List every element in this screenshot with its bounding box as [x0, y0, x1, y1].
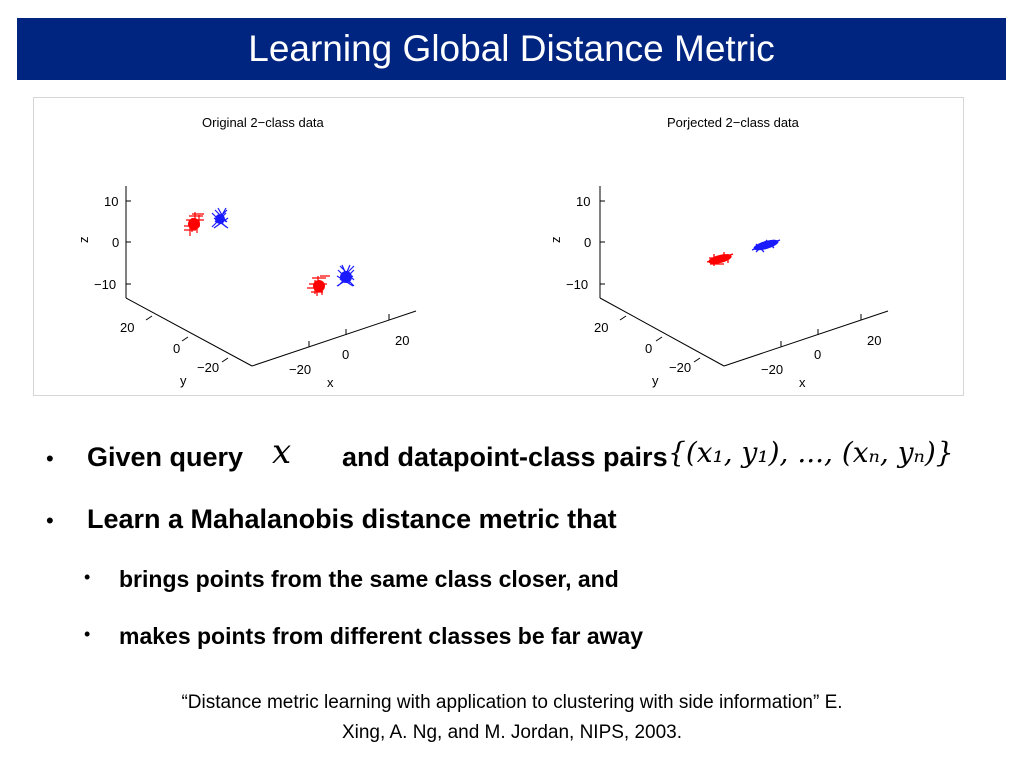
- figure-svg: Original 2−class data 10 0 −10 z 20 0 −2…: [76, 115, 889, 390]
- y-tick: 0: [173, 341, 180, 356]
- z-label: z: [548, 237, 563, 244]
- y-label: y: [652, 373, 659, 388]
- x-tick: 0: [814, 347, 821, 362]
- query-variable: x: [272, 432, 292, 472]
- y-tick: −20: [197, 360, 219, 375]
- cluster-red-bottom: [307, 275, 330, 296]
- bullet-marker: •: [46, 446, 54, 471]
- bullet-given-query: Given query: [87, 442, 244, 472]
- y-tick: 0: [645, 341, 652, 356]
- y-axis: [125, 297, 253, 367]
- z-tick: 10: [104, 194, 118, 209]
- z-tick: 0: [112, 235, 119, 250]
- slide-title: Learning Global Distance Metric: [17, 18, 1006, 80]
- z-tick: −10: [94, 277, 116, 292]
- slide-title-text: Learning Global Distance Metric: [248, 28, 775, 69]
- z-tick: −10: [566, 277, 588, 292]
- citation-line: Xing, A. Ng, and M. Jordan, NIPS, 2003.: [341, 722, 683, 743]
- x-tick: −20: [289, 362, 311, 377]
- z-label: z: [76, 237, 91, 244]
- bullet-marker: •: [46, 508, 54, 533]
- bullet-learn-metric: Learn a Mahalanobis distance metric that: [87, 504, 617, 534]
- x-tick: 20: [395, 333, 409, 348]
- cluster-blue-top: [211, 207, 229, 229]
- scatter-figure: Original 2−class data 10 0 −10 z 20 0 −2…: [33, 97, 964, 396]
- x-tick: 0: [342, 347, 349, 362]
- cluster-red-top: [184, 212, 204, 236]
- y-tick: 20: [120, 320, 134, 335]
- y-tick: −20: [669, 360, 691, 375]
- sub-bullet-far: makes points from different classes be f…: [119, 623, 644, 649]
- x-tick: 20: [867, 333, 881, 348]
- plot-original: Original 2−class data 10 0 −10 z 20 0 −2…: [76, 115, 417, 390]
- y-label: y: [180, 373, 187, 388]
- y-axis: [599, 297, 725, 367]
- pairs-formula: {(x₁, y₁), ..., (xₙ, yₙ)}: [668, 436, 954, 469]
- x-label: x: [799, 375, 806, 390]
- x-label: x: [327, 375, 334, 390]
- z-tick: 0: [584, 235, 591, 250]
- citation-line: “Distance metric learning with applicati…: [181, 692, 843, 713]
- z-tick: 10: [576, 194, 590, 209]
- plot-projected: Porjected 2−class data 10 0 −10 z 20 0 −…: [548, 115, 889, 390]
- cluster-blue-projected: [751, 239, 781, 253]
- x-axis: [723, 310, 889, 367]
- x-axis: [251, 310, 417, 367]
- sub-bullet-marker: •: [84, 567, 91, 587]
- bullet-pairs-text: and datapoint-class pairs: [342, 442, 668, 472]
- plot-title: Porjected 2−class data: [667, 115, 800, 130]
- sub-bullet-marker: •: [84, 624, 91, 644]
- cluster-blue-bottom: [336, 264, 355, 287]
- citation: “Distance metric learning with applicati…: [60, 688, 964, 748]
- x-tick: −20: [761, 362, 783, 377]
- y-tick: 20: [594, 320, 608, 335]
- plot-title: Original 2−class data: [202, 115, 325, 130]
- sub-bullet-closer: brings points from the same class closer…: [119, 566, 619, 592]
- cluster-red-projected: [706, 252, 734, 266]
